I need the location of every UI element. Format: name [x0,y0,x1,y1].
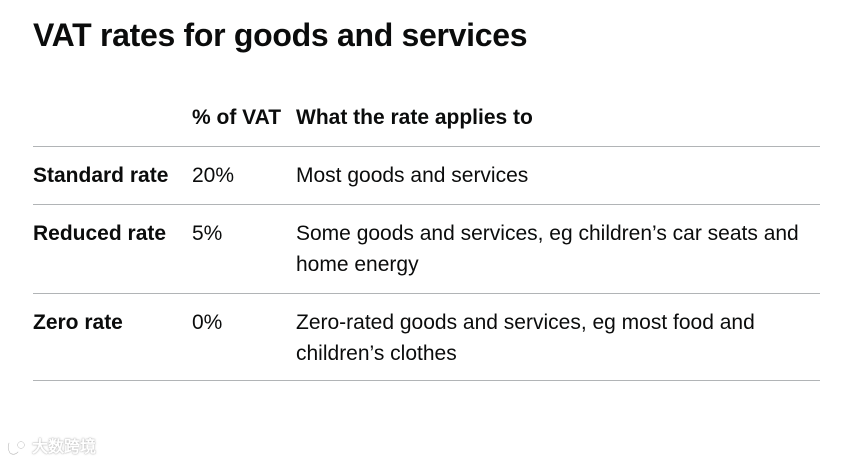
table-row-reduced-rate: Reduced rate 5% Some goods and services,… [33,204,820,294]
header-what-rate-applies-to: What the rate applies to [296,102,820,147]
table-row-standard-rate: Standard rate 20% Most goods and service… [33,146,820,205]
row-band-label: Reduced rate [33,204,192,294]
header-percent-of-vat: % of VAT [192,102,296,147]
row-applies-to: Some goods and services, eg children’s c… [296,204,820,294]
row-percent: 5% [192,204,296,294]
vat-rates-table: % of VAT What the rate applies to Standa… [33,102,820,381]
row-band-label: Standard rate [33,146,192,205]
watermark-logo-icon [7,440,26,456]
row-applies-to: Most goods and services [296,146,820,205]
row-applies-to: Zero-rated goods and services, eg most f… [296,293,820,381]
watermark-text: 大数跨境 [32,439,97,456]
table-row-zero-rate: Zero rate 0% Zero-rated goods and servic… [33,293,820,381]
table-header: % of VAT What the rate applies to [33,102,820,147]
watermark: 大数跨境 [6,438,96,458]
page-title: VAT rates for goods and services [33,17,528,53]
row-percent: 0% [192,293,296,381]
row-percent: 20% [192,146,296,205]
header-band [33,102,192,147]
header-row: % of VAT What the rate applies to [33,102,820,147]
table-body: Standard rate 20% Most goods and service… [33,146,820,381]
row-band-label: Zero rate [33,293,192,381]
